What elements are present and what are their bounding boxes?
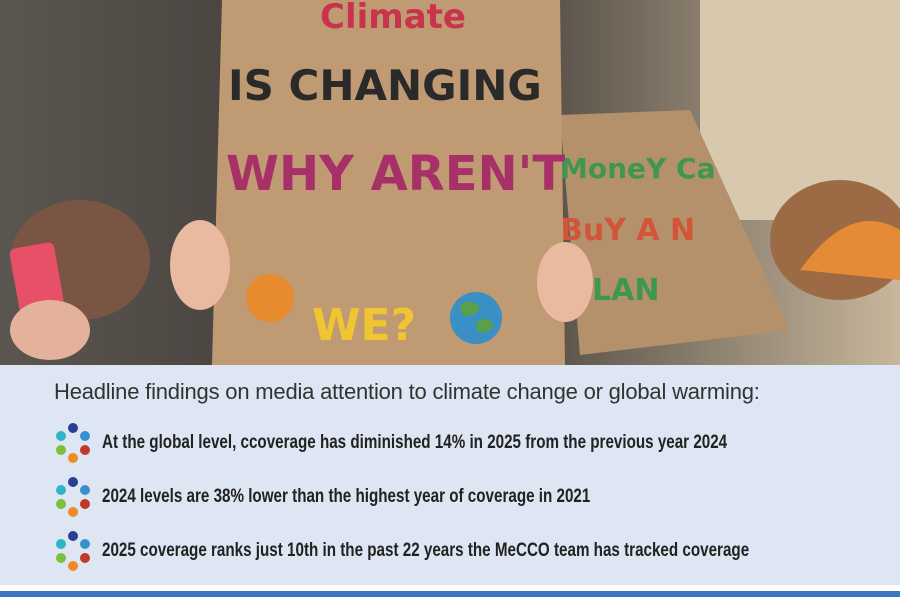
finding: 2025 coverage ranks just 10th in the pas… xyxy=(52,531,900,571)
sign-text: IS CHANGING xyxy=(228,61,542,110)
sign-text: BuY A N xyxy=(560,213,695,248)
finding: 2024 levels are 38% lower than the highe… xyxy=(52,477,712,517)
sign-text: WE? xyxy=(312,300,416,351)
finding: At the global level, ccoverage has dimin… xyxy=(52,423,883,463)
bullet-icon xyxy=(56,531,90,571)
finding-text: 2024 levels are 38% lower than the highe… xyxy=(102,486,591,507)
sign-right: MoneY Ca BuY A N PLAN xyxy=(560,110,790,355)
sign-main: Climate IS CHANGING WHY AREN'T WE? xyxy=(212,0,565,365)
sign-text: Climate xyxy=(320,0,466,37)
bullet-icon xyxy=(56,423,90,463)
finding-text: 2025 coverage ranks just 10th in the pas… xyxy=(102,540,750,561)
sign-text: MoneY Ca xyxy=(560,152,716,185)
sign-text: WHY AREN'T xyxy=(226,146,565,202)
heading: Headline findings on media attention to … xyxy=(54,379,760,404)
finding-text: At the global level, ccoverage has dimin… xyxy=(102,432,728,453)
findings-panel: Headline findings on media attention to … xyxy=(0,365,900,585)
protest-photo: MoneY Ca BuY A N PLAN Climate IS CHANGIN… xyxy=(0,0,900,365)
bottom-rule xyxy=(0,591,900,597)
bullet-icon xyxy=(56,477,90,517)
